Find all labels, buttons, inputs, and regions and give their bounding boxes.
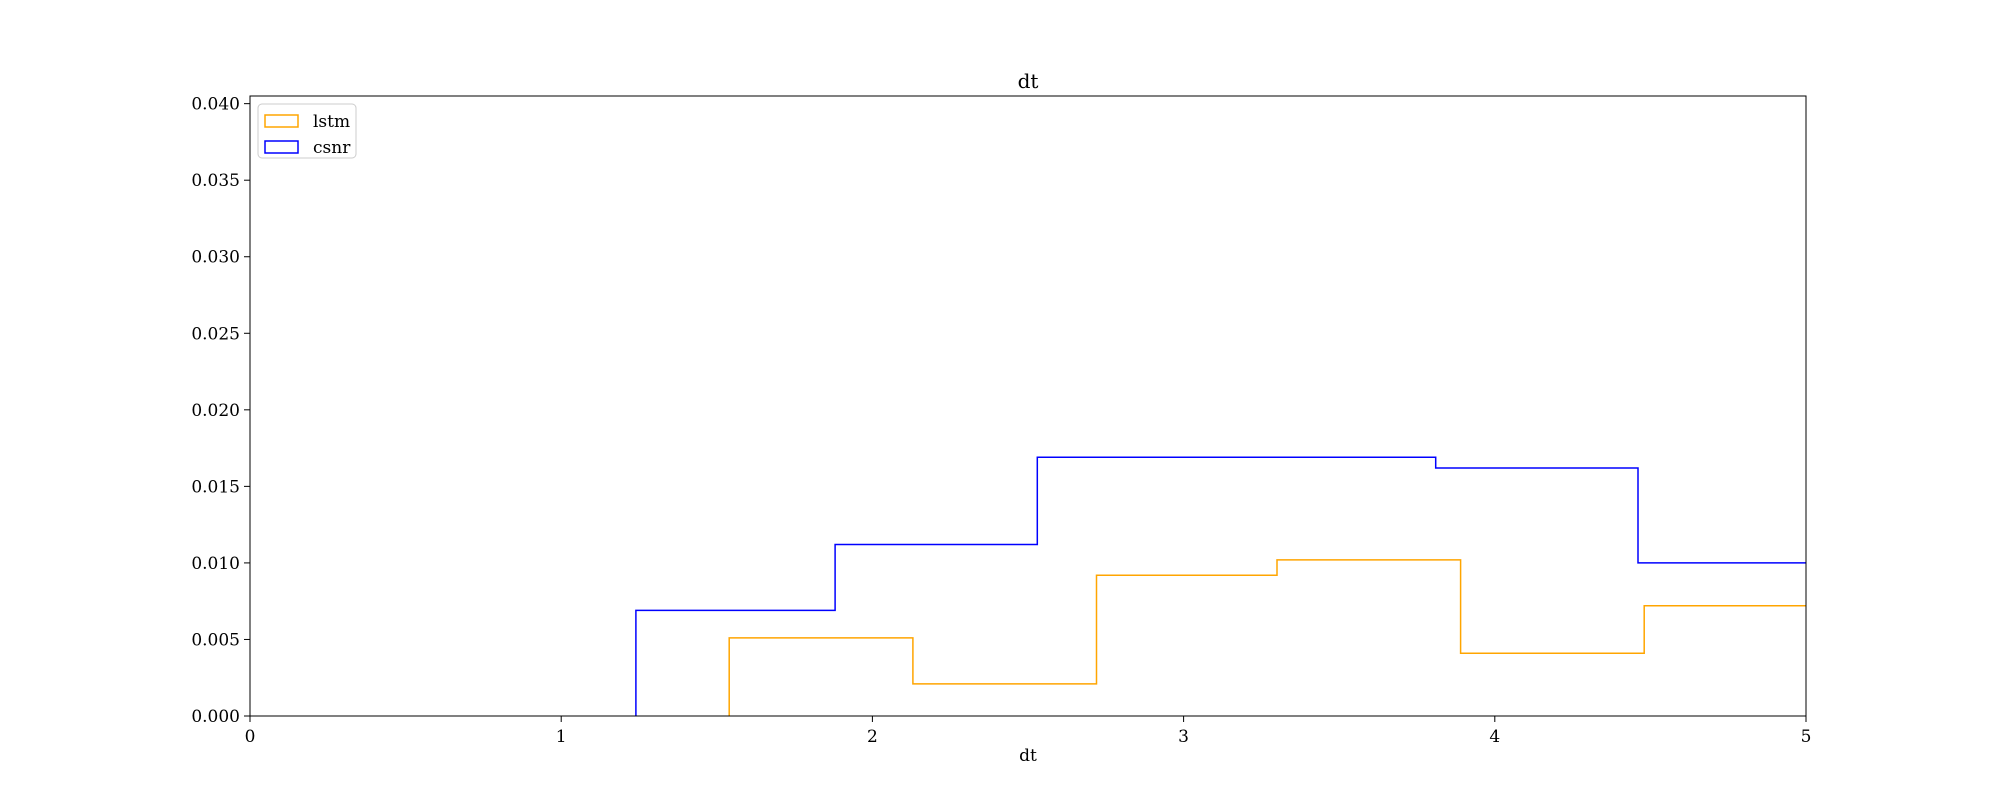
series-lstm-outline bbox=[728, 559, 1806, 716]
y-tick-label: 0.040 bbox=[191, 95, 240, 115]
series-csnr-outline bbox=[635, 456, 1806, 716]
x-tick-label: 2 bbox=[867, 727, 878, 747]
y-tick-label: 0.000 bbox=[191, 707, 240, 727]
y-tick-label: 0.010 bbox=[191, 554, 240, 574]
chart-title: dt bbox=[1018, 69, 1039, 93]
legend-label: csnr bbox=[313, 138, 351, 158]
series-lstm bbox=[728, 559, 1806, 716]
x-tick-label: 5 bbox=[1801, 727, 1812, 747]
legend-swatch bbox=[264, 140, 299, 154]
x-tick-label: 1 bbox=[556, 727, 567, 747]
legend-label: lstm bbox=[313, 112, 350, 132]
y-tick-label: 0.015 bbox=[191, 477, 240, 497]
series-layer bbox=[635, 456, 1806, 716]
x-tick-label: 3 bbox=[1178, 727, 1189, 747]
legend-item-csnr: csnr bbox=[264, 138, 351, 158]
legend-item-lstm: lstm bbox=[264, 112, 350, 132]
legend: lstm csnr bbox=[257, 103, 357, 159]
x-tick-label: 4 bbox=[1489, 727, 1500, 747]
y-axis-ticks: 0.000 0.005 0.010 0.015 0.020 0.025 0.030 0.035… bbox=[191, 95, 250, 727]
x-tick-label: 0 bbox=[245, 727, 256, 747]
y-tick-label: 0.005 bbox=[191, 630, 240, 650]
legend-frame bbox=[257, 103, 357, 159]
y-tick-label: 0.035 bbox=[191, 171, 240, 191]
plot-area-frame bbox=[249, 95, 1807, 717]
x-axis-title: dt bbox=[1019, 746, 1037, 766]
x-axis-ticks: 0 1 2 3 4 5 bbox=[245, 716, 1812, 747]
series-csnr bbox=[635, 456, 1806, 716]
y-tick-label: 0.025 bbox=[191, 324, 240, 344]
y-tick-label: 0.030 bbox=[191, 248, 240, 268]
y-tick-label: 0.020 bbox=[191, 401, 240, 421]
legend-swatch bbox=[264, 114, 299, 128]
